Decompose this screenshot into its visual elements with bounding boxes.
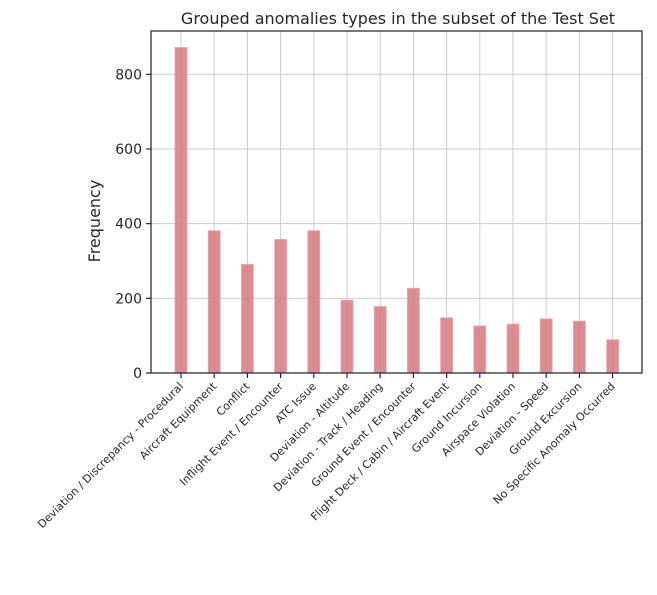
bar	[506, 323, 520, 374]
bar	[274, 238, 288, 374]
bar	[174, 47, 188, 374]
x-tick-label: No Specific Anomaly Occurred	[491, 380, 618, 507]
bar	[473, 325, 487, 374]
y-tick-label: 800	[115, 67, 142, 83]
chart-title: Grouped anomalies types in the subset of…	[181, 9, 615, 28]
bars	[174, 47, 619, 374]
bar	[606, 339, 619, 374]
y-tick-label: 0	[133, 366, 142, 382]
bar	[573, 320, 586, 374]
y-tick-label: 400	[115, 217, 142, 233]
bar	[240, 263, 254, 374]
x-ticks: Deviation / Discrepancy - ProceduralAirc…	[35, 373, 618, 531]
y-tick-label: 600	[115, 142, 142, 158]
bar	[373, 306, 387, 374]
y-tick-label: 200	[115, 291, 142, 307]
bar	[440, 317, 454, 374]
bar	[307, 230, 321, 374]
y-ticks: 0 200 400 600 800	[115, 67, 151, 382]
bar	[406, 287, 420, 374]
plot-frame	[150, 30, 643, 374]
bar	[207, 230, 221, 374]
grid	[151, 31, 642, 374]
bar	[340, 299, 354, 374]
y-axis-label: Frequency	[85, 180, 104, 263]
bar	[539, 318, 553, 374]
x-tick-label: Deviation / Discrepancy - Procedural	[35, 380, 186, 531]
